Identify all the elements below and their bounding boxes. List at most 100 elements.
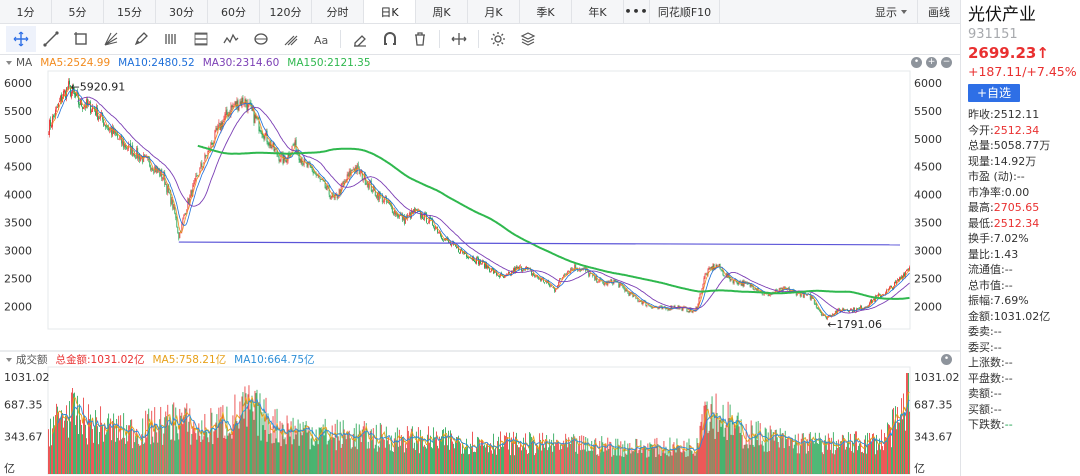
candle-body bbox=[822, 314, 824, 316]
vol-tick-label-left: 1031.02 bbox=[4, 371, 50, 384]
magnet-tool[interactable] bbox=[375, 26, 405, 52]
volume-bar bbox=[745, 423, 747, 474]
fork-tool[interactable] bbox=[276, 26, 306, 52]
volume-bar bbox=[727, 401, 729, 474]
volume-bar bbox=[692, 454, 694, 474]
period-tab[interactable]: 15分 bbox=[104, 0, 156, 23]
candle-body bbox=[70, 85, 71, 97]
volume-bar bbox=[744, 444, 746, 474]
kline-chart[interactable]: 2000 2000 2500 2500 3000 3000 3500 3500 4000 4000… bbox=[0, 55, 960, 476]
volume-bar bbox=[84, 415, 85, 474]
display-dropdown[interactable]: 显示 bbox=[865, 0, 917, 24]
draw-line-button[interactable]: 画线 bbox=[917, 0, 960, 24]
volume-bar bbox=[76, 415, 77, 474]
volume-bar bbox=[239, 401, 241, 474]
candle-body bbox=[762, 294, 764, 296]
period-tab[interactable]: 1分 bbox=[0, 0, 52, 23]
channel-tool[interactable] bbox=[186, 26, 216, 52]
volume-bar bbox=[572, 437, 574, 474]
candle-body bbox=[379, 193, 381, 196]
wave-tool[interactable] bbox=[216, 26, 246, 52]
line-segment-tool[interactable] bbox=[36, 26, 66, 52]
pen-tool[interactable] bbox=[126, 26, 156, 52]
candle-body bbox=[640, 301, 642, 302]
arrows-tool[interactable] bbox=[444, 26, 474, 52]
add-watchlist-button[interactable]: +自选 bbox=[968, 84, 1021, 102]
volume-bar bbox=[505, 436, 506, 474]
volume-bar bbox=[493, 433, 494, 474]
volume-bar bbox=[157, 442, 159, 474]
rectangle-tool[interactable] bbox=[66, 26, 96, 52]
toolbar-divider bbox=[340, 30, 341, 48]
period-tab[interactable]: 季K bbox=[520, 0, 572, 23]
volume-bar bbox=[725, 424, 727, 474]
candle-body bbox=[523, 269, 525, 270]
volume-bar bbox=[845, 446, 847, 474]
more-periods-button[interactable]: ••• bbox=[624, 0, 650, 23]
layers-tool[interactable] bbox=[513, 26, 543, 52]
volume-bar bbox=[729, 404, 731, 474]
volume-bar bbox=[83, 397, 84, 474]
candle-body bbox=[437, 227, 438, 233]
volume-bar bbox=[642, 448, 644, 474]
settings-icon[interactable]: • bbox=[941, 354, 952, 365]
candle-body bbox=[466, 254, 467, 258]
cycle-tool[interactable] bbox=[246, 26, 276, 52]
volume-bar bbox=[576, 438, 578, 474]
volume-bar bbox=[163, 433, 165, 474]
trash-tool[interactable] bbox=[405, 26, 435, 52]
main-legend: MA MA5:2524.99 MA10:2480.52 MA30:2314.60… bbox=[0, 55, 960, 70]
volume-bar bbox=[528, 453, 530, 474]
candle-body bbox=[164, 172, 166, 186]
volume-bar bbox=[657, 444, 659, 474]
period-tab[interactable]: 分时 bbox=[312, 0, 364, 23]
chevron-down-icon bbox=[6, 60, 12, 65]
text-tool[interactable]: Aa bbox=[306, 26, 336, 52]
ma-indicator-toggle[interactable]: MA bbox=[0, 57, 32, 69]
volume-bar bbox=[536, 443, 538, 474]
candle-body bbox=[784, 287, 786, 289]
volume-bar bbox=[262, 425, 264, 474]
volume-bar bbox=[584, 449, 586, 474]
candle-body bbox=[869, 302, 870, 306]
candle-body bbox=[91, 110, 93, 113]
period-tab[interactable]: 周K bbox=[416, 0, 468, 23]
candle-body bbox=[888, 288, 889, 290]
period-tab[interactable]: 年K bbox=[572, 0, 624, 23]
period-tab-bar: 1分 5分 15分 30分 60分 120分 分时 日K 周K 月K 季K 年K ••• 同花顺F10… bbox=[0, 0, 960, 24]
volume-indicator-toggle[interactable]: 成交额 bbox=[0, 352, 48, 367]
candle-body bbox=[464, 251, 465, 255]
volume-bar bbox=[385, 426, 387, 474]
period-tab[interactable]: 30分 bbox=[156, 0, 208, 23]
legend-vol-ma5: MA5:758.21亿 bbox=[152, 354, 227, 366]
candle-body bbox=[366, 183, 368, 186]
period-tab[interactable]: 日K bbox=[364, 0, 416, 23]
crosshair-tool[interactable] bbox=[6, 26, 36, 52]
period-tab[interactable]: 60分 bbox=[208, 0, 260, 23]
y-tick-label-right: 3000 bbox=[914, 244, 942, 257]
quote-row: 今开:2512.34 bbox=[968, 123, 1080, 139]
bars-tool[interactable] bbox=[156, 26, 186, 52]
volume-bar bbox=[783, 448, 785, 474]
volume-bar bbox=[889, 425, 890, 474]
f10-button[interactable]: 同花顺F10 bbox=[650, 0, 720, 23]
volume-bar bbox=[400, 435, 402, 474]
candle-body bbox=[738, 281, 740, 285]
candle-body bbox=[737, 282, 739, 285]
vol-tick-label-left: 687.35 bbox=[4, 399, 43, 412]
eraser-tool[interactable] bbox=[345, 26, 375, 52]
volume-bar bbox=[254, 390, 256, 474]
fan-tool[interactable] bbox=[96, 26, 126, 52]
candle-body bbox=[457, 247, 458, 248]
period-tab[interactable]: 120分 bbox=[260, 0, 312, 23]
volume-bar bbox=[65, 415, 66, 474]
period-tab[interactable]: 月K bbox=[468, 0, 520, 23]
volume-bar bbox=[704, 401, 706, 474]
settings-icon[interactable]: • bbox=[911, 57, 922, 68]
period-tab[interactable]: 5分 bbox=[52, 0, 104, 23]
minus-icon[interactable]: − bbox=[941, 57, 952, 68]
settings-tool[interactable] bbox=[483, 26, 513, 52]
add-icon[interactable]: + bbox=[926, 57, 937, 68]
volume-bar bbox=[348, 430, 350, 474]
